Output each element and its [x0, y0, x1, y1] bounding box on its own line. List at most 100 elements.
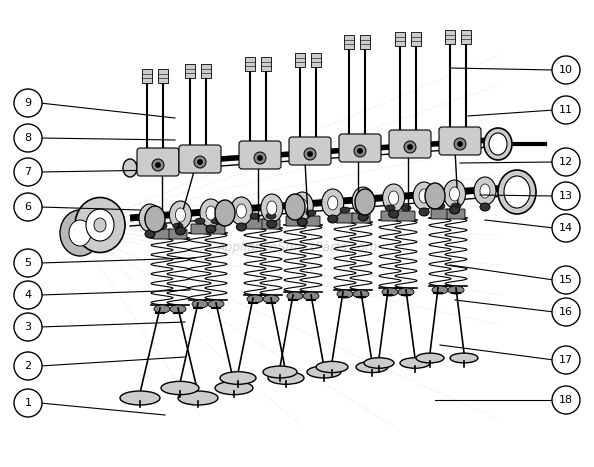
FancyBboxPatch shape	[302, 216, 320, 226]
Text: 17: 17	[559, 355, 573, 365]
Circle shape	[552, 266, 580, 294]
Ellipse shape	[86, 209, 114, 241]
Ellipse shape	[154, 305, 170, 313]
Ellipse shape	[307, 366, 341, 378]
Circle shape	[552, 96, 580, 124]
Text: 11: 11	[559, 105, 573, 115]
Text: 5: 5	[24, 258, 31, 268]
Ellipse shape	[356, 361, 388, 373]
Ellipse shape	[450, 353, 478, 363]
Ellipse shape	[170, 305, 186, 313]
FancyBboxPatch shape	[245, 57, 255, 71]
Ellipse shape	[75, 198, 125, 253]
Ellipse shape	[401, 205, 411, 211]
Ellipse shape	[145, 206, 165, 232]
Ellipse shape	[173, 223, 183, 229]
Ellipse shape	[400, 358, 430, 368]
Circle shape	[14, 313, 42, 341]
Ellipse shape	[195, 218, 205, 224]
Circle shape	[152, 159, 164, 171]
Ellipse shape	[145, 211, 155, 225]
Circle shape	[354, 145, 366, 157]
Ellipse shape	[200, 199, 222, 227]
Circle shape	[552, 386, 580, 414]
Ellipse shape	[358, 213, 368, 221]
Circle shape	[552, 346, 580, 374]
FancyBboxPatch shape	[397, 211, 415, 221]
FancyBboxPatch shape	[352, 213, 370, 223]
Circle shape	[552, 298, 580, 326]
Ellipse shape	[192, 300, 208, 308]
Ellipse shape	[322, 189, 344, 217]
Ellipse shape	[306, 210, 316, 216]
Ellipse shape	[247, 295, 263, 303]
Text: 18: 18	[559, 395, 573, 405]
Circle shape	[304, 148, 316, 160]
FancyBboxPatch shape	[439, 127, 481, 155]
Ellipse shape	[444, 180, 466, 208]
Text: 8: 8	[24, 133, 31, 143]
Ellipse shape	[236, 204, 247, 218]
Circle shape	[14, 352, 42, 380]
Ellipse shape	[169, 201, 191, 229]
Circle shape	[14, 389, 42, 417]
Ellipse shape	[297, 218, 307, 226]
Ellipse shape	[285, 194, 305, 220]
Circle shape	[14, 158, 42, 186]
FancyBboxPatch shape	[289, 137, 331, 165]
Ellipse shape	[297, 199, 307, 213]
Ellipse shape	[328, 196, 338, 210]
Circle shape	[14, 249, 42, 277]
Text: 14: 14	[559, 223, 573, 233]
Ellipse shape	[352, 187, 374, 215]
Circle shape	[14, 89, 42, 117]
Circle shape	[457, 142, 463, 147]
Ellipse shape	[261, 194, 283, 222]
Circle shape	[407, 144, 412, 149]
Ellipse shape	[60, 210, 100, 256]
FancyBboxPatch shape	[360, 35, 370, 49]
Ellipse shape	[419, 189, 429, 203]
Ellipse shape	[230, 197, 252, 225]
Ellipse shape	[268, 372, 304, 384]
Circle shape	[454, 138, 466, 150]
Ellipse shape	[413, 182, 435, 210]
Ellipse shape	[388, 210, 399, 218]
Circle shape	[552, 56, 580, 84]
Text: 4: 4	[24, 290, 31, 300]
Ellipse shape	[175, 208, 185, 222]
FancyBboxPatch shape	[286, 216, 304, 226]
Ellipse shape	[337, 290, 353, 298]
Ellipse shape	[215, 382, 253, 395]
FancyBboxPatch shape	[179, 145, 221, 173]
Ellipse shape	[120, 391, 160, 405]
Ellipse shape	[356, 207, 366, 213]
Text: 7: 7	[24, 167, 31, 177]
Ellipse shape	[484, 128, 512, 160]
FancyBboxPatch shape	[191, 224, 209, 234]
Ellipse shape	[161, 382, 199, 395]
Ellipse shape	[328, 215, 338, 223]
Ellipse shape	[383, 184, 405, 212]
FancyBboxPatch shape	[137, 148, 179, 176]
Ellipse shape	[69, 220, 91, 246]
Ellipse shape	[263, 366, 297, 378]
Ellipse shape	[94, 218, 106, 232]
Text: 6: 6	[24, 202, 31, 212]
FancyBboxPatch shape	[207, 224, 225, 234]
Ellipse shape	[432, 286, 448, 294]
Ellipse shape	[474, 177, 496, 205]
Ellipse shape	[208, 300, 224, 308]
FancyBboxPatch shape	[142, 69, 152, 83]
Ellipse shape	[206, 225, 216, 233]
Circle shape	[14, 124, 42, 152]
Ellipse shape	[123, 159, 137, 177]
Ellipse shape	[211, 218, 221, 224]
FancyBboxPatch shape	[461, 30, 471, 44]
Ellipse shape	[425, 183, 445, 209]
Ellipse shape	[303, 292, 319, 300]
Ellipse shape	[385, 205, 395, 211]
Ellipse shape	[267, 201, 277, 215]
FancyBboxPatch shape	[158, 69, 168, 83]
Ellipse shape	[480, 203, 490, 211]
